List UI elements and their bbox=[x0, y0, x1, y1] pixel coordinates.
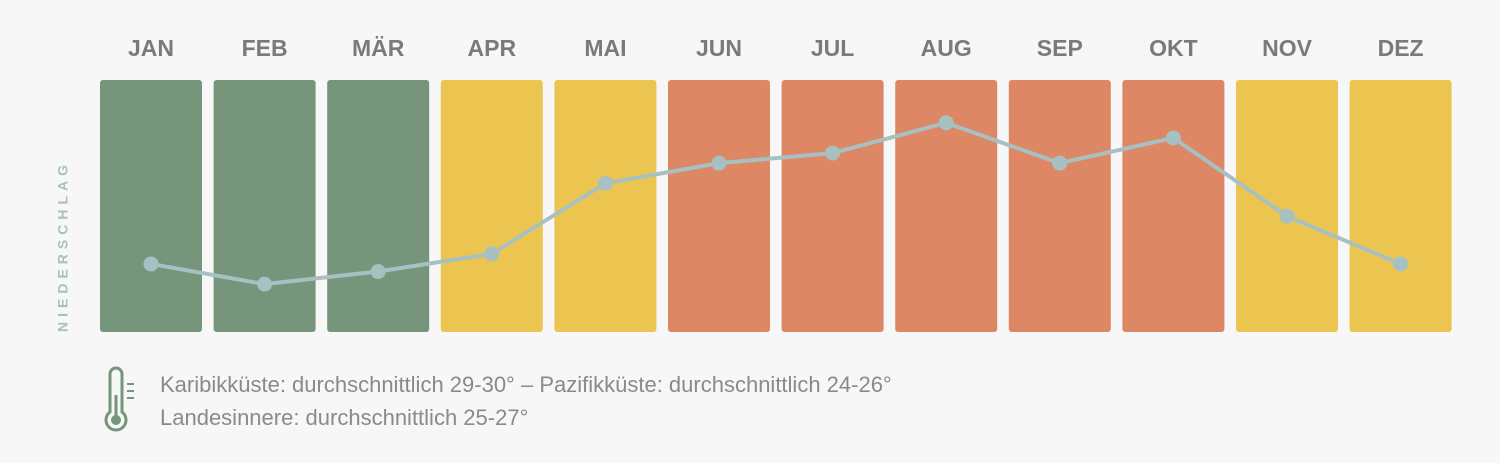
note: Landesinnere: durchschnittlich 25-27° bbox=[160, 405, 528, 430]
x-tick-label: SEP bbox=[1037, 35, 1083, 61]
y-axis-label: NIEDERSCHLAG bbox=[55, 160, 71, 332]
x-tick-label: AUG bbox=[921, 35, 972, 61]
month-column bbox=[1349, 80, 1452, 332]
x-tick-label: FEB bbox=[242, 35, 288, 61]
precipitation-point bbox=[370, 264, 386, 280]
precipitation-point bbox=[484, 246, 500, 262]
precipitation-point bbox=[143, 256, 159, 272]
x-tick-label: JUN bbox=[696, 35, 742, 61]
precipitation-line bbox=[150, 120, 1402, 287]
precipitation-point bbox=[597, 175, 613, 191]
x-tick-label: APR bbox=[468, 35, 517, 61]
thermometer-icon bbox=[104, 366, 134, 432]
x-tick-label: MAI bbox=[584, 35, 626, 61]
precipitation-point bbox=[257, 276, 273, 292]
month-column bbox=[213, 80, 316, 332]
x-tick-label: JUL bbox=[811, 35, 854, 61]
precipitation-point bbox=[1165, 130, 1181, 146]
x-tick-label: DEZ bbox=[1378, 35, 1424, 61]
x-tick-label: JAN bbox=[128, 35, 174, 61]
precipitation-point bbox=[711, 155, 727, 171]
month-column bbox=[327, 80, 430, 332]
precipitation-point bbox=[1052, 155, 1068, 171]
x-tick-label: OKT bbox=[1149, 35, 1198, 61]
x-tick-label: NOV bbox=[1262, 35, 1313, 61]
precipitation-point bbox=[1279, 208, 1295, 224]
precipitation-point bbox=[1393, 256, 1409, 272]
month-column bbox=[1122, 80, 1225, 332]
note: Karibikküste: durchschnittlich 29-30° – … bbox=[160, 372, 892, 397]
month-column bbox=[781, 80, 884, 332]
month-column bbox=[100, 80, 202, 332]
month-column bbox=[1008, 80, 1111, 332]
month-column bbox=[668, 80, 770, 332]
month-column bbox=[554, 80, 657, 332]
month-column bbox=[895, 80, 998, 332]
precipitation-point bbox=[825, 145, 841, 161]
month-column bbox=[1236, 80, 1338, 332]
month-column bbox=[440, 80, 543, 332]
x-tick-label: MÄR bbox=[352, 35, 405, 61]
precipitation-point bbox=[938, 115, 954, 131]
